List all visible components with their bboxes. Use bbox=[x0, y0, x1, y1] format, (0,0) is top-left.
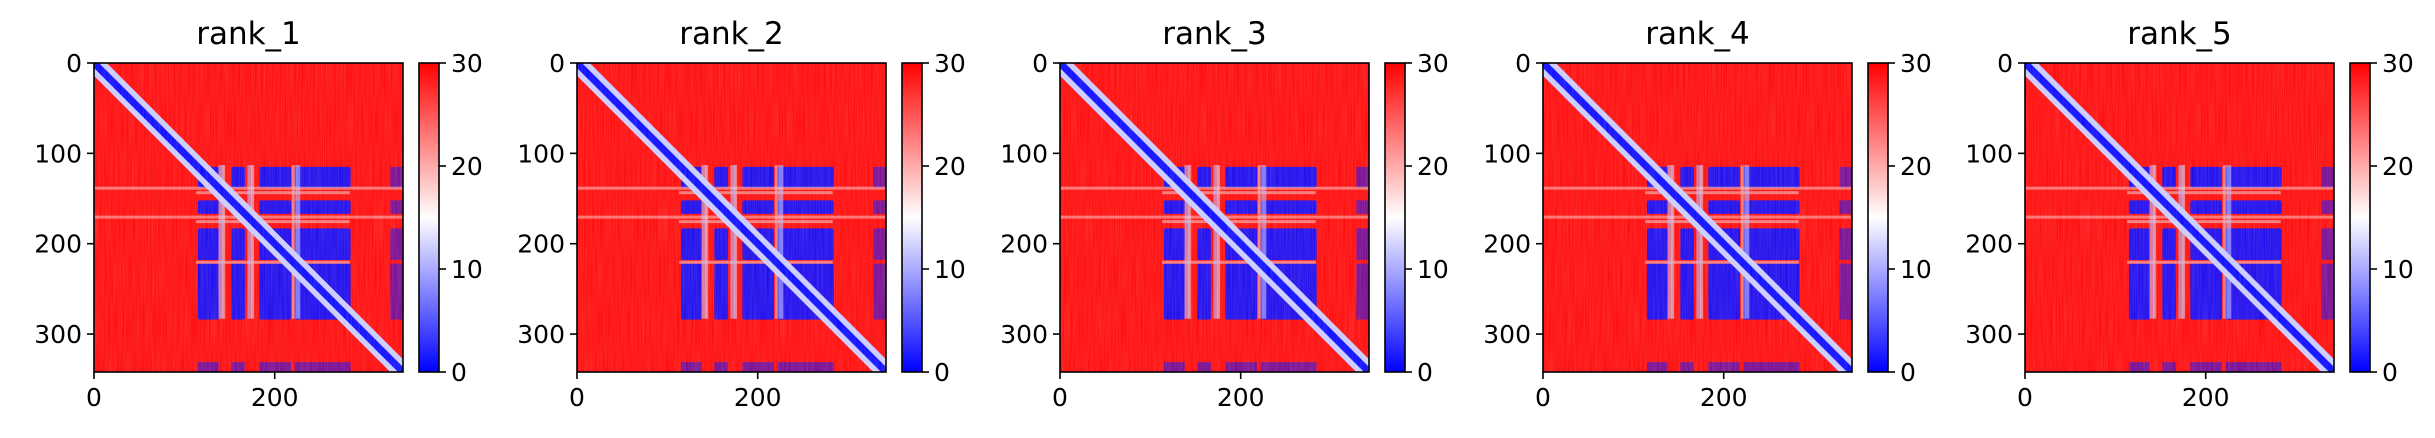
y-tick-label: 100 bbox=[1965, 139, 2013, 168]
axes-frame bbox=[2024, 62, 2335, 373]
x-tick-label: 200 bbox=[1700, 383, 1748, 412]
chart-title: rank_1 bbox=[196, 16, 301, 52]
x-tick-label: 200 bbox=[734, 383, 782, 412]
chart-title: rank_4 bbox=[1645, 16, 1750, 52]
colorbar-tick-label: 0 bbox=[1417, 358, 1433, 387]
y-tick-label: 300 bbox=[1965, 320, 2013, 349]
y-tick-label: 200 bbox=[1965, 230, 2013, 259]
y-tick-label: 300 bbox=[1000, 320, 1048, 349]
y-tick-label: 200 bbox=[517, 230, 565, 259]
colorbar bbox=[1385, 63, 1405, 372]
heatmap-texture bbox=[1543, 63, 1852, 372]
chart-title: rank_3 bbox=[1162, 16, 1267, 52]
colorbar-tick-label: 30 bbox=[451, 49, 483, 78]
colorbar bbox=[2350, 63, 2370, 372]
x-tick-label: 0 bbox=[86, 383, 102, 412]
x-tick-label: 200 bbox=[1217, 383, 1265, 412]
colorbar bbox=[419, 63, 439, 372]
chart-title: rank_5 bbox=[2127, 16, 2232, 52]
colorbar-tick-label: 20 bbox=[2382, 152, 2414, 181]
y-tick-label: 100 bbox=[1000, 139, 1048, 168]
colorbar-tick-label: 20 bbox=[1417, 152, 1449, 181]
y-tick-label: 100 bbox=[1483, 139, 1531, 168]
colorbar-tick-label: 0 bbox=[1900, 358, 1916, 387]
y-tick-label: 100 bbox=[517, 139, 565, 168]
y-tick-label: 100 bbox=[34, 139, 82, 168]
colorbar-tick-label: 30 bbox=[1900, 49, 1932, 78]
heatmap-texture bbox=[94, 63, 403, 372]
colorbar-frame bbox=[901, 62, 923, 373]
colorbar-tick-label: 20 bbox=[1900, 152, 1932, 181]
colorbar-tick-label: 10 bbox=[451, 255, 483, 284]
colorbar-tick-label: 10 bbox=[1900, 255, 1932, 284]
heatmap-image bbox=[577, 63, 886, 372]
colorbar-frame bbox=[1867, 62, 1889, 373]
y-tick-label: 0 bbox=[1515, 49, 1531, 78]
colorbar bbox=[1868, 63, 1888, 372]
y-tick-label: 200 bbox=[1483, 230, 1531, 259]
y-tick-label: 0 bbox=[549, 49, 565, 78]
colorbar-frame bbox=[1384, 62, 1406, 373]
heatmap-texture bbox=[577, 63, 886, 372]
colorbar-frame bbox=[418, 62, 440, 373]
heatmap-image bbox=[1060, 63, 1369, 372]
y-tick-label: 200 bbox=[34, 230, 82, 259]
heatmap-panel bbox=[1536, 62, 1895, 379]
colorbar-tick-label: 10 bbox=[1417, 255, 1449, 284]
axes-frame bbox=[1542, 62, 1853, 373]
heatmap-texture bbox=[1060, 63, 1369, 372]
x-tick-label: 200 bbox=[251, 383, 299, 412]
colorbar-tick-label: 0 bbox=[934, 358, 950, 387]
colorbar bbox=[902, 63, 922, 372]
y-tick-label: 0 bbox=[1997, 49, 2013, 78]
heatmap-panel bbox=[570, 62, 929, 379]
x-tick-label: 200 bbox=[2182, 383, 2230, 412]
heatmap-panel bbox=[1053, 62, 1412, 379]
colorbar-frame bbox=[2349, 62, 2371, 373]
chart-title: rank_2 bbox=[679, 16, 784, 52]
y-tick-label: 300 bbox=[517, 320, 565, 349]
heatmap-panel bbox=[87, 62, 446, 379]
colorbar-tick-label: 10 bbox=[934, 255, 966, 284]
y-tick-label: 300 bbox=[34, 320, 82, 349]
colorbar-tick-label: 0 bbox=[2382, 358, 2398, 387]
x-tick-label: 0 bbox=[569, 383, 585, 412]
colorbar-tick-label: 30 bbox=[2382, 49, 2414, 78]
colorbar-tick-label: 30 bbox=[1417, 49, 1449, 78]
y-tick-label: 300 bbox=[1483, 320, 1531, 349]
x-tick-label: 0 bbox=[2017, 383, 2033, 412]
colorbar-tick-label: 30 bbox=[934, 49, 966, 78]
colorbar-tick-label: 20 bbox=[451, 152, 483, 181]
y-tick-label: 0 bbox=[66, 49, 82, 78]
y-tick-label: 200 bbox=[1000, 230, 1048, 259]
colorbar-tick-label: 10 bbox=[2382, 255, 2414, 284]
axes-frame bbox=[1059, 62, 1370, 373]
axes-frame bbox=[576, 62, 887, 373]
heatmap-image bbox=[2025, 63, 2334, 372]
axes-frame bbox=[93, 62, 404, 373]
colorbar-tick-label: 0 bbox=[451, 358, 467, 387]
heatmap-texture bbox=[2025, 63, 2334, 372]
heatmap-panel bbox=[2018, 62, 2377, 379]
colorbar-tick-label: 20 bbox=[934, 152, 966, 181]
heatmap-image bbox=[94, 63, 403, 372]
x-tick-label: 0 bbox=[1052, 383, 1068, 412]
y-tick-label: 0 bbox=[1032, 49, 1048, 78]
x-tick-label: 0 bbox=[1535, 383, 1551, 412]
heatmap-image bbox=[1543, 63, 1852, 372]
